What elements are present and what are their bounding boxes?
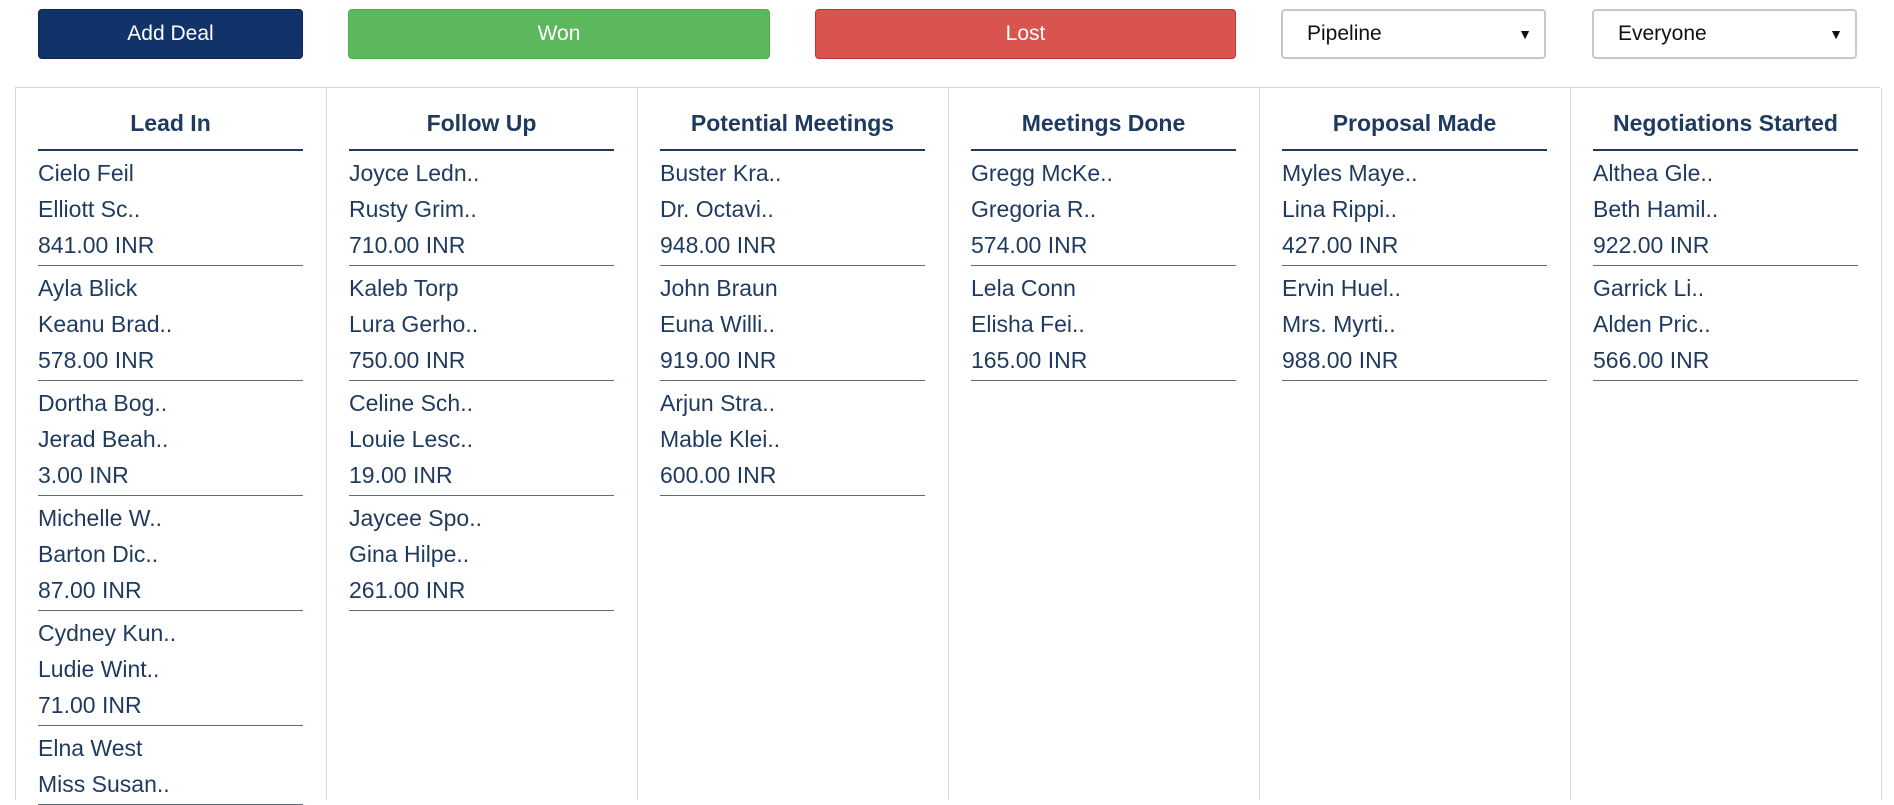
deal-name: Kaleb Torp [349, 275, 459, 301]
deal-contact: Elliott Sc.. [38, 196, 141, 222]
stage-column: Meetings Done Gregg McKe.. Gregoria R.. 574… [949, 88, 1260, 800]
deal-contact: Mable Klei.. [660, 426, 781, 452]
deal-amount: 578.00 INR [38, 347, 155, 373]
deal-contact: Louie Lesc.. [349, 426, 474, 452]
chevron-down-icon: ▼ [1829, 26, 1843, 42]
deal-contact: Gina Hilpe.. [349, 541, 470, 567]
deal-contact: Elisha Fei.. [971, 311, 1085, 337]
deal-card[interactable]: John Braun Euna Willi.. 919.00 INR [660, 266, 925, 381]
deal-amount: 3.00 INR [38, 462, 129, 488]
deal-contact: Mrs. Myrti.. [1282, 311, 1396, 337]
deal-name: Althea Gle.. [1593, 160, 1714, 186]
pipeline-select-value: Pipeline [1307, 22, 1382, 45]
deal-amount: 841.00 INR [38, 232, 155, 258]
deal-name: Dortha Bog.. [38, 390, 168, 416]
deal-amount: 261.00 INR [349, 577, 466, 603]
deal-card[interactable]: Ayla Blick Keanu Brad.. 578.00 INR [38, 266, 303, 381]
deal-card[interactable]: Celine Sch.. Louie Lesc.. 19.00 INR [349, 381, 614, 496]
deal-card[interactable]: Lela Conn Elisha Fei.. 165.00 INR [971, 266, 1236, 381]
stage-column: Lead In Cielo Feil Elliott Sc.. 841.00 INR A… [16, 88, 327, 805]
deal-card[interactable]: Garrick Li.. Alden Pric.. 566.00 INR [1593, 266, 1858, 381]
deal-contact: Miss Susan.. [38, 771, 170, 797]
deal-amount: 165.00 INR [971, 347, 1088, 373]
deal-card[interactable]: Elna West Miss Susan.. [38, 726, 303, 805]
deal-amount: 922.00 INR [1593, 232, 1710, 258]
chevron-down-icon: ▼ [1518, 26, 1532, 42]
stage-column: Potential Meetings Buster Kra.. Dr. Octavi… [638, 88, 949, 800]
deal-amount: 919.00 INR [660, 347, 777, 373]
deal-contact: Barton Dic.. [38, 541, 159, 567]
deal-contact: Lura Gerho.. [349, 311, 479, 337]
deal-card[interactable]: Althea Gle.. Beth Hamil.. 922.00 INR [1593, 151, 1858, 266]
deal-name: Jaycee Spo.. [349, 505, 482, 531]
stage-title: Potential Meetings [660, 88, 925, 151]
toolbar: Add Deal Won Lost Pipeline ▼ Everyone ▼ [0, 0, 1894, 88]
deal-amount: 71.00 INR [38, 692, 142, 718]
deal-card[interactable]: Kaleb Torp Lura Gerho.. 750.00 INR [349, 266, 614, 381]
deal-amount: 427.00 INR [1282, 232, 1399, 258]
stage-title: Negotiations Started [1593, 88, 1858, 151]
stage-title: Follow Up [349, 88, 614, 151]
deal-card[interactable]: Arjun Stra.. Mable Klei.. 600.00 INR [660, 381, 925, 496]
deal-card[interactable]: Gregg McKe.. Gregoria R.. 574.00 INR [971, 151, 1236, 266]
stage-title: Lead In [38, 88, 303, 151]
deal-name: Cielo Feil [38, 160, 134, 186]
deal-card[interactable]: Cielo Feil Elliott Sc.. 841.00 INR [38, 151, 303, 266]
add-deal-button[interactable]: Add Deal [38, 9, 303, 59]
deal-name: Ervin Huel.. [1282, 275, 1401, 301]
deal-card[interactable]: Jaycee Spo.. Gina Hilpe.. 261.00 INR [349, 496, 614, 611]
deal-contact: Alden Pric.. [1593, 311, 1711, 337]
deal-contact: Ludie Wint.. [38, 656, 160, 682]
deal-contact: Dr. Octavi.. [660, 196, 774, 222]
pipeline-board: Lead In Cielo Feil Elliott Sc.. 841.00 INR A… [15, 87, 1882, 805]
deal-name: Elna West [38, 735, 143, 761]
deal-card[interactable]: Joyce Ledn.. Rusty Grim.. 710.00 INR [349, 151, 614, 266]
deal-name: Buster Kra.. [660, 160, 782, 186]
deal-amount: 988.00 INR [1282, 347, 1399, 373]
deal-card[interactable]: Cydney Kun.. Ludie Wint.. 71.00 INR [38, 611, 303, 726]
stage-column: Proposal Made Myles Maye.. Lina Rippi.. 427… [1260, 88, 1571, 800]
deal-contact: Euna Willi.. [660, 311, 776, 337]
deal-amount: 948.00 INR [660, 232, 777, 258]
deal-card[interactable]: Myles Maye.. Lina Rippi.. 427.00 INR [1282, 151, 1547, 266]
won-button[interactable]: Won [348, 9, 770, 59]
deal-name: Lela Conn [971, 275, 1076, 301]
deal-contact: Keanu Brad.. [38, 311, 173, 337]
owner-select-value: Everyone [1618, 22, 1707, 45]
lost-button[interactable]: Lost [815, 9, 1236, 59]
deal-amount: 600.00 INR [660, 462, 777, 488]
deal-card[interactable]: Dortha Bog.. Jerad Beah.. 3.00 INR [38, 381, 303, 496]
deal-contact: Lina Rippi.. [1282, 196, 1398, 222]
deal-contact: Beth Hamil.. [1593, 196, 1719, 222]
owner-select[interactable]: Everyone ▼ [1592, 9, 1857, 59]
deal-amount: 750.00 INR [349, 347, 466, 373]
stage-title: Meetings Done [971, 88, 1236, 151]
deal-contact: Gregoria R.. [971, 196, 1097, 222]
deal-contact: Jerad Beah.. [38, 426, 169, 452]
deal-name: Ayla Blick [38, 275, 138, 301]
deal-amount: 574.00 INR [971, 232, 1088, 258]
deal-card[interactable]: Michelle W.. Barton Dic.. 87.00 INR [38, 496, 303, 611]
deal-name: Celine Sch.. [349, 390, 474, 416]
deal-name: John Braun [660, 275, 778, 301]
deal-name: Michelle W.. [38, 505, 162, 531]
deal-name: Garrick Li.. [1593, 275, 1705, 301]
stage-title: Proposal Made [1282, 88, 1547, 151]
deal-contact: Rusty Grim.. [349, 196, 477, 222]
stage-column: Follow Up Joyce Ledn.. Rusty Grim.. 710.00 … [327, 88, 638, 800]
deal-name: Joyce Ledn.. [349, 160, 480, 186]
deal-amount: 566.00 INR [1593, 347, 1710, 373]
deal-name: Gregg McKe.. [971, 160, 1113, 186]
deal-amount: 19.00 INR [349, 462, 453, 488]
deal-name: Myles Maye.. [1282, 160, 1418, 186]
deal-name: Arjun Stra.. [660, 390, 776, 416]
pipeline-select[interactable]: Pipeline ▼ [1281, 9, 1546, 59]
deal-amount: 710.00 INR [349, 232, 466, 258]
deal-amount: 87.00 INR [38, 577, 142, 603]
stage-column: Negotiations Started Althea Gle.. Beth Ham… [1571, 88, 1882, 800]
deal-card[interactable]: Ervin Huel.. Mrs. Myrti.. 988.00 INR [1282, 266, 1547, 381]
deal-card[interactable]: Buster Kra.. Dr. Octavi.. 948.00 INR [660, 151, 925, 266]
deal-name: Cydney Kun.. [38, 620, 177, 646]
